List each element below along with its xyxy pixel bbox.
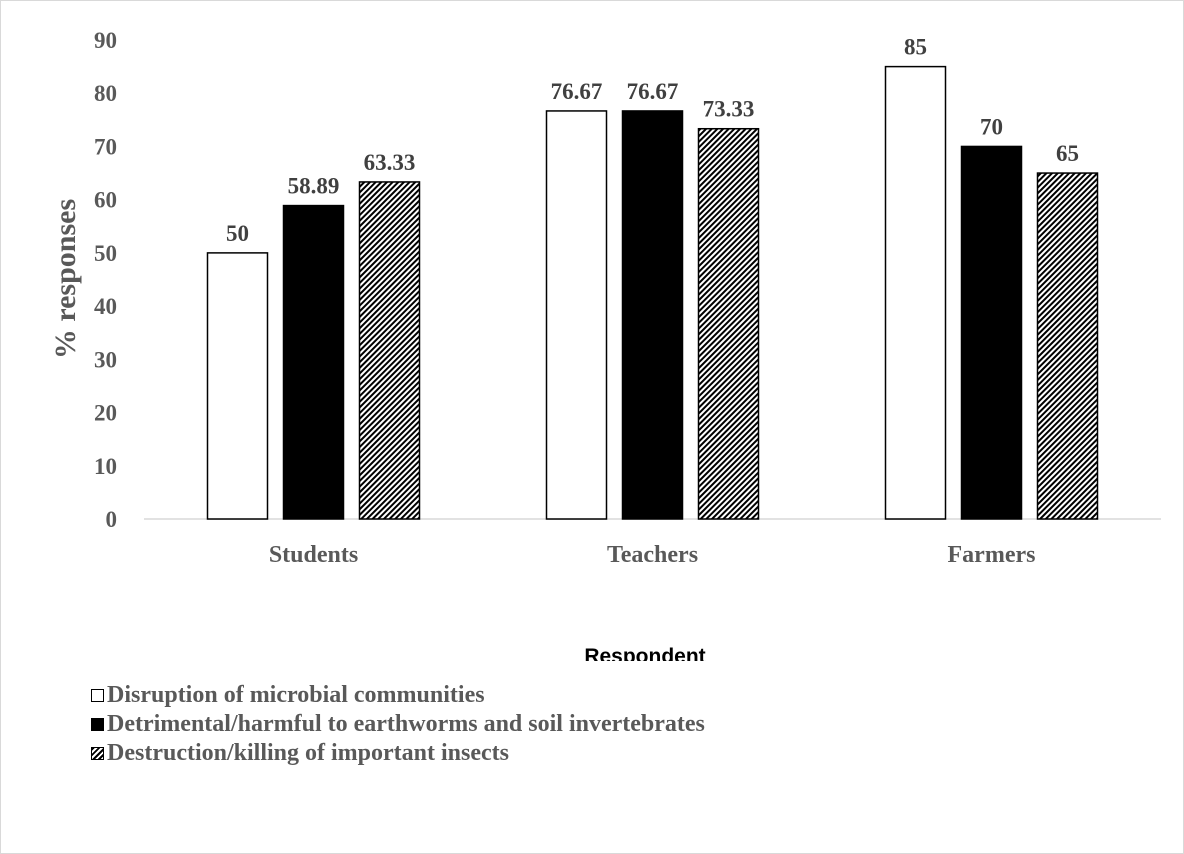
data-label: 76.67: [627, 79, 679, 104]
legend-label: Detrimental/harmful to earthworms and so…: [107, 711, 705, 737]
bar-students-earthworms: [282, 204, 345, 520]
legend-swatch-black: [91, 718, 104, 731]
bar-farmers-microbial: [884, 65, 947, 520]
data-label: 63.33: [364, 150, 416, 175]
bar-farmers-earthworms: [960, 145, 1023, 520]
data-labels: 50 58.89 63.33 76.67 76.67 73.33 85 70 65: [226, 35, 1079, 246]
bar-teachers-insects: [697, 127, 760, 520]
y-tick-label: 20: [94, 401, 117, 426]
y-tick-label: 50: [94, 241, 117, 266]
legend: Disruption of microbial communities Detr…: [91, 681, 705, 768]
data-label: 85: [904, 35, 927, 60]
bar-students-microbial: [206, 252, 269, 520]
legend-swatch-white: [91, 689, 104, 702]
data-label: 70: [980, 114, 1003, 139]
legend-item-insects: Destruction/killing of important insects: [91, 739, 705, 768]
x-axis-label: Respondent: [584, 645, 705, 661]
y-axis-ticks: 0 10 20 30 40 50 60 70 80 90: [94, 28, 117, 532]
data-label: 50: [226, 221, 249, 246]
legend-swatch-hatched: [91, 747, 104, 760]
bars: [206, 65, 1099, 520]
data-label: 58.89: [288, 174, 340, 199]
category-label-teachers: Teachers: [607, 542, 698, 568]
y-tick-label: 80: [94, 81, 117, 106]
y-axis-label: % responses: [49, 199, 82, 359]
bar-teachers-earthworms: [621, 110, 684, 520]
legend-label: Disruption of microbial communities: [107, 682, 485, 708]
legend-item-microbial: Disruption of microbial communities: [91, 681, 705, 710]
bar-students-insects: [358, 181, 421, 520]
y-tick-label: 70: [94, 134, 117, 159]
y-tick-label: 90: [94, 28, 117, 53]
category-label-students: Students: [269, 542, 358, 568]
data-label: 65: [1056, 141, 1079, 166]
legend-item-earthworms: Detrimental/harmful to earthworms and so…: [91, 710, 705, 739]
data-label: 73.33: [703, 97, 755, 122]
data-label: 76.67: [551, 79, 603, 104]
legend-label: Destruction/killing of important insects: [107, 740, 509, 766]
y-tick-label: 30: [94, 347, 117, 372]
bar-teachers-microbial: [545, 110, 608, 520]
bar-farmers-insects: [1036, 172, 1099, 520]
y-tick-label: 60: [94, 188, 117, 213]
y-tick-label: 0: [106, 507, 118, 532]
category-labels: Students Teachers Farmers: [269, 542, 1036, 568]
category-label-farmers: Farmers: [948, 542, 1036, 568]
y-tick-label: 10: [94, 454, 117, 479]
y-tick-label: 40: [94, 294, 117, 319]
bar-chart: 0 10 20 30 40 50 60 70 80 90 50 58.89 63.33 76.67 76.…: [49, 28, 1161, 661]
